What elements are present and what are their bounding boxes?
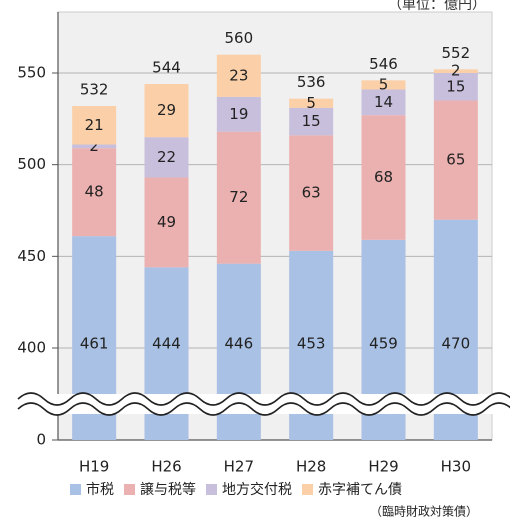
value-label-H29-series-0: 459 xyxy=(369,335,398,353)
value-label-H27-series-0: 446 xyxy=(225,335,254,353)
bar-H30-series-1 xyxy=(433,100,478,220)
bar-H27-series-3 xyxy=(216,54,261,97)
bar-H30-series-3 xyxy=(433,69,478,73)
value-label-H19-series-2: 2 xyxy=(89,137,99,155)
x-tick-label-H28: H28 xyxy=(296,458,326,476)
x-tick-label-H29: H29 xyxy=(368,458,398,476)
legend-label-series-0: 市税 xyxy=(86,481,114,498)
value-label-H26-series-1: 49 xyxy=(157,213,176,231)
value-label-H19-series-1: 48 xyxy=(85,183,104,201)
legend-swatch-series-3 xyxy=(302,484,313,495)
value-label-H28-series-0: 453 xyxy=(297,335,326,353)
unit-label: （単位：億円） xyxy=(388,0,486,13)
bar-H26-series-2 xyxy=(144,137,189,178)
value-label-H27-series-1: 72 xyxy=(229,188,248,206)
x-tick-label-H19: H19 xyxy=(79,458,109,476)
y-tick-label-400: 400 xyxy=(17,339,46,357)
total-label-H29: 546 xyxy=(369,55,398,73)
bar-H26-series-1 xyxy=(144,177,189,268)
x-tick-label-H30: H30 xyxy=(441,458,471,476)
bar-H28-series-2 xyxy=(289,107,334,136)
legend-swatch-series-2 xyxy=(206,484,217,495)
total-label-H30: 552 xyxy=(442,44,471,62)
axis-break-squiggle-top xyxy=(17,392,510,406)
value-label-H29-series-1: 68 xyxy=(374,168,393,186)
total-label-H28: 536 xyxy=(297,73,326,91)
value-label-H29-series-2: 14 xyxy=(374,93,393,111)
y-tick-label-450: 450 xyxy=(17,247,46,265)
value-label-H30-series-2: 15 xyxy=(446,77,465,95)
x-tick-label-H26: H26 xyxy=(151,458,181,476)
total-label-H19: 532 xyxy=(80,81,109,99)
bar-H29-series-3 xyxy=(361,80,406,90)
value-label-H29-series-3: 5 xyxy=(379,75,389,93)
bar-H19-series-1 xyxy=(72,148,117,237)
value-label-H26-series-2: 22 xyxy=(157,148,176,166)
value-label-H26-series-3: 29 xyxy=(157,101,176,119)
y-tick-label-550: 550 xyxy=(17,64,46,82)
y-tick-label-500: 500 xyxy=(17,155,46,173)
legend-swatch-series-1 xyxy=(124,484,135,495)
value-label-H28-series-3: 5 xyxy=(306,94,316,112)
value-label-H30-series-0: 470 xyxy=(442,335,471,353)
legend-label-series-1: 譲与税等 xyxy=(140,481,196,498)
total-label-H27: 560 xyxy=(225,29,254,47)
bar-H29-series-2 xyxy=(361,89,406,116)
legend-label-series-2: 地方交付税 xyxy=(222,481,292,498)
value-label-H27-series-2: 19 xyxy=(229,105,248,123)
value-label-H19-series-3: 21 xyxy=(85,116,104,134)
value-label-H28-series-2: 15 xyxy=(302,112,321,130)
bar-H28-series-3 xyxy=(289,98,334,108)
y-tick-label-0: 0 xyxy=(36,431,46,449)
total-label-H26: 544 xyxy=(152,59,181,77)
x-tick-label-H27: H27 xyxy=(224,458,254,476)
value-label-H28-series-1: 63 xyxy=(302,184,321,202)
axis-break-squiggle-bottom xyxy=(17,402,510,416)
bar-H19-series-3 xyxy=(72,106,117,145)
legend-swatch-series-0 xyxy=(70,484,81,495)
bar-H28-series-1 xyxy=(289,135,334,251)
value-label-H30-series-3: 2 xyxy=(451,62,461,80)
value-label-H30-series-1: 65 xyxy=(446,151,465,169)
plot-area xyxy=(57,11,493,441)
bar-H29-series-1 xyxy=(361,115,406,240)
bar-H19-series-2 xyxy=(72,144,117,149)
legend-label-series-3: 赤字補てん債 xyxy=(318,482,402,498)
bar-H27-series-1 xyxy=(216,131,261,264)
value-label-H26-series-0: 444 xyxy=(152,335,181,353)
value-label-H27-series-3: 23 xyxy=(229,66,248,84)
bar-H30-series-2 xyxy=(433,73,478,101)
value-label-H19-series-0: 461 xyxy=(80,335,109,353)
legend-note: （臨時財政対策債） xyxy=(370,504,478,519)
bar-H26-series-3 xyxy=(144,84,189,138)
bar-H27-series-2 xyxy=(216,96,261,132)
